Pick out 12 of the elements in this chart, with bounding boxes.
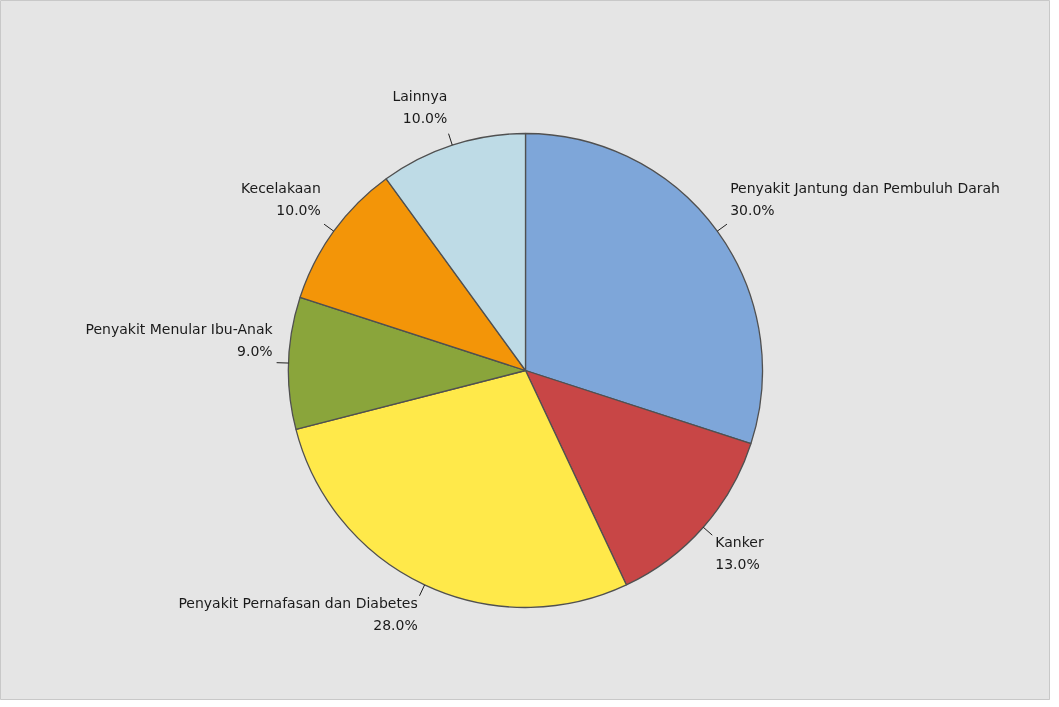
data-label: 30.0% [730, 201, 775, 218]
data-label: 10.0% [276, 201, 321, 218]
slice-label: Lainnya [392, 87, 448, 104]
slice-label: Penyakit Menular Ibu-Anak [85, 320, 274, 337]
slice-label: Kecelakaan [241, 179, 321, 196]
data-label: 10.0% [402, 109, 448, 126]
data-label: 13.0% [715, 555, 760, 572]
data-label: 9.0% [237, 342, 273, 359]
slice-label: Penyakit Pernafasan dan Diabetes [178, 595, 418, 612]
slice-label: Kanker [715, 533, 764, 550]
slice-label: Penyakit Jantung dan Pembuluh Darah [730, 179, 1000, 196]
data-label: 28.0% [373, 617, 418, 634]
